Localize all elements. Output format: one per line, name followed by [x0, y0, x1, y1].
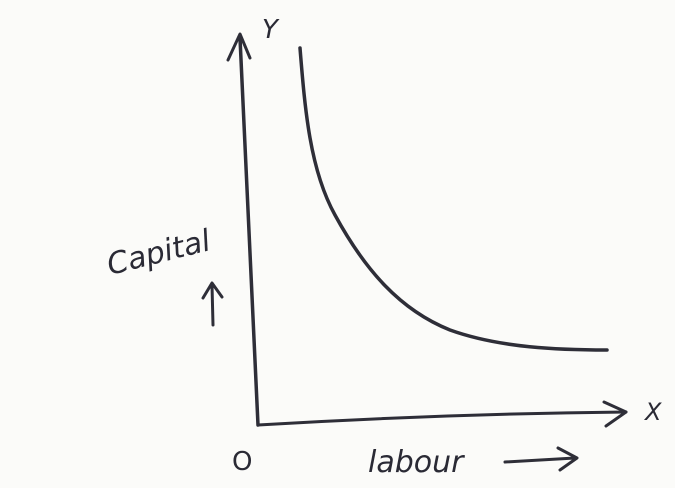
- x-axis-arrow: [602, 400, 628, 428]
- x-axis: [256, 410, 628, 427]
- origin-label: O: [232, 447, 252, 477]
- up-arrow: [201, 281, 224, 327]
- x-axis-name: X: [643, 398, 662, 426]
- isoquant-curve: [298, 46, 609, 352]
- right-arrow: [503, 446, 579, 472]
- y-axis: [238, 36, 260, 427]
- y-axis-name: Y: [262, 15, 280, 45]
- x-axis-label: labour: [368, 445, 465, 480]
- y-axis-arrow: [226, 32, 252, 62]
